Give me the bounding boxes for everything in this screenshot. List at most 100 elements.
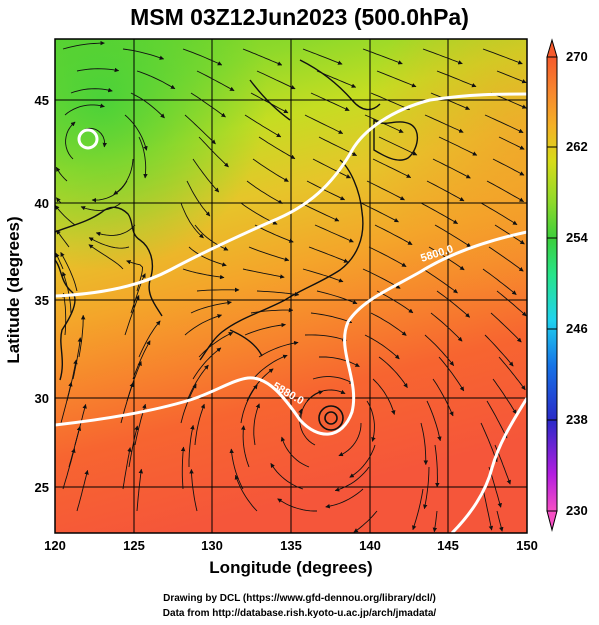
cyclone-contour bbox=[77, 128, 99, 150]
wind-streamlines bbox=[55, 40, 527, 533]
streamline-arrow bbox=[432, 378, 454, 417]
streamline-arrow bbox=[124, 114, 148, 151]
x-axis: 120 125 130 135 140 145 150 bbox=[44, 538, 538, 553]
streamline-arrow bbox=[496, 290, 527, 317]
streamline-arrow bbox=[484, 334, 514, 367]
credit-data: Data from http://database.rish.kyoto-u.a… bbox=[162, 608, 437, 619]
streamline-arrow bbox=[136, 70, 176, 90]
streamline-arrow bbox=[378, 136, 418, 156]
streamline-arrow bbox=[254, 224, 294, 243]
streamline-arrow bbox=[184, 314, 223, 336]
streamline-arrow bbox=[80, 202, 122, 211]
y-tick-label: 45 bbox=[35, 93, 49, 108]
streamline-arrow bbox=[124, 294, 140, 336]
streamline-arrow bbox=[76, 67, 120, 73]
streamline-arrow bbox=[376, 70, 417, 88]
streamline-arrow bbox=[492, 378, 517, 415]
streamline-arrow bbox=[256, 70, 296, 90]
streamline-arrow bbox=[88, 237, 130, 249]
streamline-arrow bbox=[492, 158, 525, 176]
colorbar-label: 262 bbox=[566, 139, 588, 154]
streamline-arrow bbox=[196, 70, 235, 92]
streamline-arrow bbox=[366, 180, 405, 201]
streamline-arrow bbox=[180, 446, 186, 490]
streamline-arrow bbox=[194, 224, 229, 251]
streamline-arrow bbox=[438, 136, 478, 156]
streamline-arrow bbox=[55, 166, 68, 182]
streamline-arrow bbox=[482, 488, 494, 531]
streamline-arrow bbox=[62, 448, 76, 490]
streamline-arrow bbox=[424, 334, 455, 366]
streamline-arrow bbox=[253, 403, 260, 446]
x-tick-label: 130 bbox=[201, 538, 223, 553]
streamline-arrow bbox=[65, 121, 76, 160]
streamline-arrow bbox=[496, 510, 504, 532]
streamline-arrow bbox=[61, 271, 72, 314]
streamline-arrow bbox=[186, 180, 211, 217]
streamline-arrow bbox=[186, 364, 209, 402]
streamline-arrow bbox=[422, 48, 463, 65]
streamline-arrow bbox=[250, 307, 294, 314]
x-tick-label: 135 bbox=[280, 538, 302, 553]
streamline-arrow bbox=[486, 400, 508, 439]
streamline-arrow bbox=[426, 180, 465, 202]
streamline-arrow bbox=[482, 48, 523, 65]
streamline-arrow bbox=[364, 114, 404, 133]
streamline-arrow bbox=[372, 158, 412, 178]
streamline-arrow bbox=[304, 334, 347, 342]
streamline-arrow bbox=[188, 424, 195, 467]
streamline-arrow bbox=[312, 376, 354, 385]
streamline-arrow bbox=[55, 205, 76, 226]
streamline-arrow bbox=[302, 268, 344, 283]
streamline-arrow bbox=[76, 469, 89, 512]
x-tick-label: 140 bbox=[359, 538, 381, 553]
streamline-arrow bbox=[436, 290, 471, 318]
streamline-arrow bbox=[91, 180, 128, 203]
streamline-arrow bbox=[132, 340, 151, 380]
y-tick-label: 25 bbox=[35, 480, 49, 495]
streamline-arrow bbox=[250, 92, 289, 114]
y-axis-label: Latitude (degrees) bbox=[4, 216, 23, 364]
streamline-arrow bbox=[376, 290, 414, 314]
streamline-arrow bbox=[234, 474, 258, 512]
x-axis-label: Longitude (degrees) bbox=[209, 558, 373, 577]
streamline-arrow bbox=[72, 337, 83, 380]
streamline-arrow bbox=[426, 400, 442, 442]
streamline-arrow bbox=[192, 158, 220, 193]
contour-5800 bbox=[55, 92, 527, 298]
typhoon-center bbox=[318, 405, 344, 431]
streamline-arrow bbox=[78, 314, 86, 358]
streamline-arrow bbox=[300, 390, 324, 424]
y-axis: 25 30 35 40 45 bbox=[35, 93, 49, 495]
colorbar-top-cap bbox=[546, 38, 558, 58]
streamline-arrow bbox=[270, 463, 304, 490]
streamline-arrow bbox=[422, 268, 458, 294]
streamline-arrow bbox=[194, 403, 206, 446]
contour-5880 bbox=[55, 230, 527, 436]
streamline-arrow bbox=[314, 224, 354, 243]
streamline-arrow bbox=[242, 268, 285, 279]
x-tick-label: 125 bbox=[123, 538, 145, 553]
streamline-arrow bbox=[95, 224, 136, 237]
streamline-arrow bbox=[198, 332, 234, 358]
streamline-arrow bbox=[482, 268, 517, 295]
streamline-arrow bbox=[488, 246, 524, 272]
x-tick-label: 150 bbox=[516, 538, 538, 553]
colorbar-label: 238 bbox=[566, 412, 588, 427]
streamline-arrow bbox=[248, 246, 290, 262]
streamline-arrow bbox=[61, 292, 67, 336]
streamline-arrow bbox=[364, 334, 400, 360]
streamline-arrow bbox=[498, 136, 525, 150]
streamline-arrow bbox=[325, 488, 364, 509]
streamline-arrow bbox=[434, 224, 472, 248]
streamline-arrow bbox=[430, 92, 471, 110]
streamline-arrow bbox=[372, 378, 396, 415]
streamline-arrow bbox=[252, 158, 289, 182]
streamline-arrow bbox=[368, 246, 407, 267]
streamline-arrow bbox=[198, 136, 229, 168]
streamline-arrow bbox=[494, 224, 525, 245]
colorbar: 270 262 254 246 238 230 bbox=[546, 38, 588, 532]
streamline-arrow bbox=[190, 92, 226, 118]
contour-east bbox=[450, 397, 527, 533]
streamline-arrow bbox=[56, 229, 70, 248]
